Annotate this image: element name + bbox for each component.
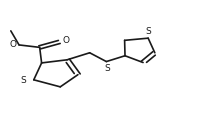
Text: S: S: [146, 27, 151, 36]
Text: S: S: [104, 64, 110, 73]
Text: O: O: [63, 36, 70, 45]
Text: S: S: [21, 76, 26, 85]
Text: O: O: [10, 40, 17, 49]
